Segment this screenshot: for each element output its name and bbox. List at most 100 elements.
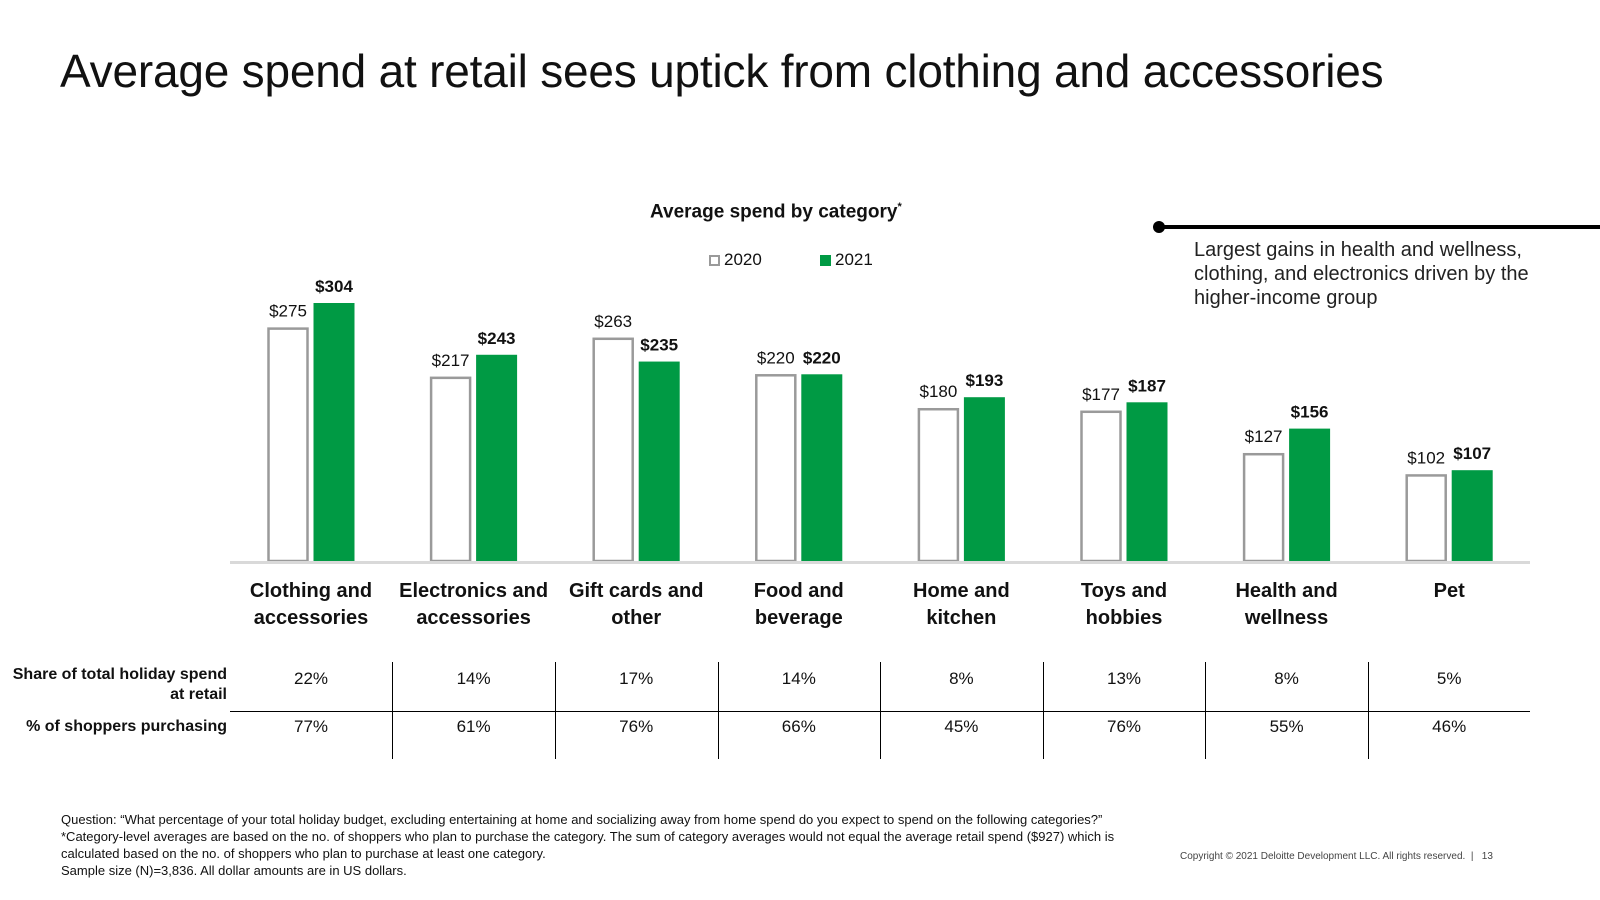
category-label-line: Clothing and xyxy=(249,580,373,602)
data-label-2020-7: $102 xyxy=(1407,448,1445,467)
category-label-line: hobbies xyxy=(1085,607,1163,629)
page-title: Average spend at retail sees uptick from… xyxy=(60,45,1384,97)
copyright-text: Copyright © 2021 Deloitte Development LL… xyxy=(1180,851,1466,862)
bar-2020-1 xyxy=(429,376,472,563)
data-label-2021-2: $235 xyxy=(640,336,678,355)
chart-title-marker: * xyxy=(897,201,902,213)
category-label-line: beverage xyxy=(754,607,843,629)
category-label-line: Home and xyxy=(913,580,1010,602)
copyright: Copyright © 2021 Deloitte Development LL… xyxy=(1180,851,1493,862)
bar-2020-2 xyxy=(592,337,634,563)
callout-line xyxy=(1160,225,1600,229)
data-label-2020-6: $127 xyxy=(1245,427,1283,446)
category-label-line: Pet xyxy=(1433,580,1465,602)
data-label-2020-2: $263 xyxy=(594,312,632,331)
category-label-line: accessories xyxy=(253,607,369,629)
data-label-2020-5: $177 xyxy=(1082,385,1120,404)
table-cell: 61% xyxy=(456,717,491,736)
bar-2021-2 xyxy=(638,361,680,561)
category-label-4: Home and kitchen xyxy=(880,578,1042,632)
bar-2020-6 xyxy=(1242,452,1285,563)
table-cell: 45% xyxy=(944,717,979,736)
footnote-question: Question: “What percentage of your total… xyxy=(61,812,1103,827)
table-cell: 66% xyxy=(781,717,816,736)
data-label-2021-0: $304 xyxy=(315,277,353,296)
table-cell: 14% xyxy=(781,669,816,688)
table-row-label-share: Share of total holiday spend at retail xyxy=(12,666,227,703)
bar-2021-6 xyxy=(1289,428,1331,561)
bar-2021-4 xyxy=(963,397,1005,561)
bar-2021-0 xyxy=(313,303,355,561)
callout-text: Largest gains in health and wellness, cl… xyxy=(1194,239,1529,309)
footnotes: Question: “What percentage of your total… xyxy=(61,811,1211,879)
category-label-line: other xyxy=(611,607,662,629)
data-label-2021-1: $243 xyxy=(478,329,516,348)
bar-2020-7 xyxy=(1405,474,1447,563)
table-column-divider xyxy=(1205,662,1206,759)
table-cell: 55% xyxy=(1269,717,1304,736)
bar-2021-1 xyxy=(476,354,518,561)
category-label-line: wellness xyxy=(1244,607,1329,629)
bar-2020-5 xyxy=(1080,410,1122,563)
legend-item-2021: 2021 xyxy=(820,250,873,270)
data-label-2021-4: $193 xyxy=(965,371,1003,390)
data-label-2020-4: $180 xyxy=(919,382,957,401)
category-label-3: Food and beverage xyxy=(718,578,880,632)
bar-2020-4 xyxy=(917,407,960,563)
bar-2021-3 xyxy=(801,374,843,561)
table-cell: 77% xyxy=(293,717,329,736)
table-cell: 22% xyxy=(293,669,329,688)
legend-item-2020: 2020 xyxy=(709,250,762,270)
bar-2021-5 xyxy=(1126,402,1168,561)
table-cell: 46% xyxy=(1432,717,1467,736)
table-cell: 13% xyxy=(1106,669,1142,688)
data-label-2021-5: $187 xyxy=(1128,376,1166,395)
category-label-line: accessories xyxy=(416,607,531,629)
table-column-divider xyxy=(1043,662,1044,759)
table-row-label-shoppers: % of shoppers purchasing xyxy=(26,718,227,735)
chart-title-text: Average spend by category xyxy=(650,201,898,223)
footnote-asterisk: *Category-level averages are based on th… xyxy=(61,829,1115,844)
footnote-sample: Sample size (N)=3,836. All dollar amount… xyxy=(61,863,407,878)
category-label-line: Food and xyxy=(753,580,844,602)
footnote-asterisk-cont: calculated based on the no. of shoppers … xyxy=(61,846,546,861)
data-label-2020-1: $217 xyxy=(432,351,470,370)
table-cell: 8% xyxy=(1274,669,1299,688)
category-label-line: Gift cards and xyxy=(568,580,704,602)
category-label-2: Gift cards and other xyxy=(555,578,717,632)
legend-label-2020: 2020 xyxy=(724,250,762,269)
page-number: 13 xyxy=(1481,851,1493,862)
data-label-2020-3: $220 xyxy=(757,348,795,367)
table-cell: 76% xyxy=(1106,717,1142,736)
table-column-divider xyxy=(392,662,393,759)
chart-title: Average spend by category* xyxy=(650,201,930,223)
data-label-2021-3: $220 xyxy=(803,348,841,367)
category-label-line: kitchen xyxy=(926,607,997,629)
callout-dot xyxy=(1153,221,1165,233)
table-column-divider xyxy=(1368,662,1369,759)
data-label-2020-0: $275 xyxy=(269,302,307,321)
category-label-6: Health and wellness xyxy=(1206,578,1368,632)
legend-swatch-2020 xyxy=(709,254,720,266)
table-column-divider xyxy=(555,662,556,759)
bar-2021-7 xyxy=(1451,470,1493,561)
bar-2020-3 xyxy=(755,374,797,563)
legend-swatch-2021 xyxy=(820,254,831,266)
table-cell: 14% xyxy=(456,669,491,688)
category-label-line: Electronics and xyxy=(399,580,549,602)
bar-2020-0 xyxy=(267,327,309,563)
table-column-divider xyxy=(880,662,881,759)
table-cell: 8% xyxy=(949,669,974,688)
category-label-line: Toys and xyxy=(1080,580,1168,602)
table-cell: 17% xyxy=(619,669,654,688)
category-label-7: Pet xyxy=(1368,578,1530,605)
category-label-1: Electronics and accessories xyxy=(393,578,555,632)
data-label-2021-7: $107 xyxy=(1453,444,1491,463)
data-label-2021-6: $156 xyxy=(1291,403,1329,422)
table-cell: 76% xyxy=(619,717,654,736)
table-row-divider xyxy=(230,711,1530,712)
table-cell: 5% xyxy=(1436,669,1462,688)
legend-label-2021: 2021 xyxy=(835,250,873,269)
category-label-5: Toys and hobbies xyxy=(1043,578,1205,632)
